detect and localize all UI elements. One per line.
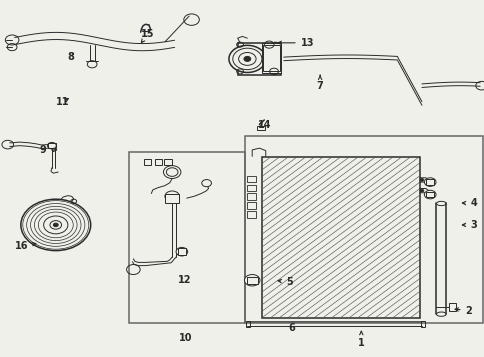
Bar: [246, 185, 255, 191]
Circle shape: [44, 216, 68, 234]
Circle shape: [228, 45, 265, 72]
Bar: [246, 202, 255, 209]
Bar: [165, 194, 179, 203]
Bar: [143, 159, 151, 165]
Circle shape: [243, 56, 250, 61]
Circle shape: [424, 178, 435, 186]
Text: 9: 9: [39, 145, 57, 155]
Text: 14: 14: [257, 120, 271, 130]
Circle shape: [244, 275, 259, 286]
Circle shape: [21, 199, 91, 251]
Bar: [425, 192, 433, 197]
Bar: [262, 45, 280, 71]
Bar: [448, 303, 455, 311]
Bar: [164, 159, 172, 165]
Bar: [154, 159, 162, 165]
Circle shape: [176, 247, 187, 256]
Text: 7: 7: [316, 75, 323, 91]
Bar: [246, 277, 257, 284]
Circle shape: [166, 168, 178, 176]
Text: 15: 15: [141, 29, 154, 42]
Text: 3: 3: [461, 220, 476, 230]
Circle shape: [419, 189, 423, 192]
Text: 2: 2: [454, 306, 471, 316]
Bar: [246, 176, 255, 182]
Circle shape: [419, 178, 423, 181]
Text: 6: 6: [288, 323, 295, 333]
Text: 10: 10: [178, 333, 192, 343]
Text: 8: 8: [67, 52, 74, 62]
Text: 5: 5: [277, 277, 292, 287]
Circle shape: [424, 190, 435, 199]
Bar: [244, 136, 482, 323]
Circle shape: [53, 223, 58, 227]
Bar: [246, 193, 255, 200]
Circle shape: [201, 180, 211, 187]
Bar: [257, 126, 264, 130]
Bar: [178, 248, 186, 255]
Text: 1: 1: [357, 331, 364, 348]
Bar: [237, 43, 281, 75]
Text: 16: 16: [15, 241, 36, 251]
Bar: [420, 321, 424, 327]
Bar: [261, 43, 281, 73]
Bar: [261, 157, 419, 318]
Bar: [246, 211, 255, 218]
Bar: [47, 143, 56, 148]
Bar: [425, 179, 433, 185]
Bar: [245, 321, 249, 327]
Bar: [128, 152, 244, 323]
Text: 11: 11: [56, 97, 70, 107]
Text: 12: 12: [177, 275, 191, 285]
Text: 13: 13: [277, 38, 314, 48]
Text: 4: 4: [461, 198, 476, 208]
Circle shape: [165, 191, 179, 202]
